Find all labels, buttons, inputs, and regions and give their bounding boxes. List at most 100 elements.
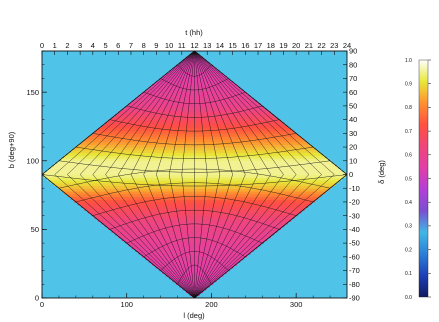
colorbar-tick-label: 0.6 — [405, 153, 412, 159]
grid-meridian — [118, 51, 195, 298]
top-axis-label: t (hh) — [185, 28, 203, 37]
grid-parallel — [160, 78, 229, 91]
colorbar-ticks: 1.0 0.9 0.8 0.7 0.6 0.5 0.4 0.3 0.2 0.1 0.0 — [405, 58, 431, 301]
top-tick-label: 16 — [241, 41, 249, 50]
grid-meridian — [79, 51, 195, 298]
top-tick-label: 11 — [178, 41, 186, 50]
grid-parallel — [177, 64, 212, 77]
grid-meridian — [194, 51, 335, 298]
grid-parallel — [58, 160, 331, 173]
sky-outline — [42, 51, 347, 298]
top-tick-label: 1 — [53, 41, 57, 50]
top-tick-label: 9 — [154, 41, 158, 50]
left-tick-label: 150 — [26, 88, 39, 97]
left-tick-label: 50 — [31, 225, 39, 234]
grid-meridian — [156, 51, 195, 298]
top-tick-label: 21 — [305, 41, 313, 50]
grid-parallel — [177, 264, 212, 285]
right-tick-label: 50 — [349, 101, 357, 110]
right-tick-label: 70 — [349, 74, 357, 83]
grid-meridian — [194, 51, 221, 298]
grid-meridian — [194, 51, 284, 298]
bottom-axis-ticks: 0 100 200 300 — [40, 293, 348, 309]
top-tick-label: 7 — [129, 41, 133, 50]
right-tick-label: 10 — [349, 156, 357, 165]
top-tick-label: 6 — [116, 41, 120, 50]
top-tick-label: 19 — [279, 41, 287, 50]
top-tick-label: 14 — [216, 41, 224, 50]
colorbar-tick-label: 0.5 — [405, 176, 412, 182]
grid-meridian — [194, 51, 297, 298]
top-tick-label: 22 — [317, 41, 325, 50]
grid-parallel — [58, 168, 331, 189]
right-tick-label: 30 — [349, 129, 357, 138]
grid-meridian — [67, 51, 195, 298]
top-tick-label: 13 — [203, 41, 211, 50]
colorbar-tick-label: 0.4 — [405, 200, 412, 206]
top-tick-label: 17 — [254, 41, 262, 50]
grid-parallel — [126, 105, 263, 118]
colorbar-tick-label: 0.9 — [405, 82, 412, 88]
grid-meridian — [194, 51, 259, 298]
top-tick-label: 3 — [78, 41, 82, 50]
bottom-tick-label: 0 — [40, 300, 44, 309]
grid-meridian — [130, 51, 195, 298]
right-tick-label: 40 — [349, 115, 357, 124]
colorbar-tick-label: 0.8 — [405, 105, 412, 111]
colorbar-tick-label: 0.2 — [405, 247, 412, 253]
grid-meridian — [181, 51, 195, 298]
colorbar-tick-label: 1.0 — [405, 58, 412, 64]
grid-parallel — [42, 174, 347, 187]
grid-meridian — [194, 51, 310, 298]
right-tick-label: 20 — [349, 143, 357, 152]
top-tick-label: 23 — [330, 41, 338, 50]
right-tick-label: -70 — [349, 266, 360, 275]
equatorial-grid — [42, 51, 347, 298]
bottom-tick-label: 200 — [205, 300, 218, 309]
right-tick-label: -50 — [349, 239, 360, 248]
right-axis-label: δ (deg) — [377, 160, 386, 184]
grid-meridian — [92, 51, 195, 298]
left-axis-label: b (deg+90) — [7, 131, 16, 168]
grid-parallel — [92, 133, 297, 146]
right-tick-label: -10 — [349, 184, 360, 193]
top-tick-label: 24 — [343, 41, 351, 50]
top-tick-label: 12 — [190, 41, 198, 50]
bottom-tick-label: 300 — [290, 300, 303, 309]
grid-parallel — [160, 251, 229, 271]
right-tick-label: -40 — [349, 225, 360, 234]
grid-parallel — [109, 209, 280, 230]
top-tick-label: 8 — [142, 41, 146, 50]
grid-meridian — [194, 51, 322, 298]
right-tick-label: 60 — [349, 88, 357, 97]
grid-meridian — [194, 51, 233, 298]
top-axis-ticks: 0 1 2 3 4 5 6 7 8 9 10 11 12 13 14 15 16 17 18 19 20 21 22 23 24 — [40, 41, 351, 55]
top-tick-label: 5 — [103, 41, 107, 50]
right-tick-label: -20 — [349, 198, 360, 207]
grid-parallel — [126, 223, 263, 244]
right-tick-label: -30 — [349, 211, 360, 220]
grid-meridian — [194, 51, 208, 298]
grid-meridian — [168, 51, 195, 298]
top-tick-label: 18 — [267, 41, 275, 50]
top-tick-label: 15 — [228, 41, 236, 50]
grid-parallel — [143, 91, 246, 104]
colorbar-tick-label: 0.3 — [405, 224, 412, 230]
colorbar-tick-label: 0.7 — [405, 129, 412, 135]
grid-parallel — [92, 196, 297, 216]
right-tick-label: 80 — [349, 60, 357, 69]
top-tick-label: 4 — [91, 41, 95, 50]
bottom-tick-label: 100 — [120, 300, 133, 309]
left-axis-ticks: 0 50 100 150 — [26, 50, 47, 303]
grid-meridian — [194, 51, 272, 298]
grid-parallel — [75, 146, 314, 159]
grid-parallel — [109, 119, 280, 132]
colorbar-tick-label: 0.0 — [405, 295, 412, 301]
right-tick-label: -90 — [349, 294, 360, 303]
right-tick-label: -80 — [349, 280, 360, 289]
grid-parallel — [143, 237, 246, 258]
grid-meridian — [54, 51, 195, 298]
left-tick-label: 0 — [35, 294, 39, 303]
top-tick-label: 10 — [165, 41, 173, 50]
